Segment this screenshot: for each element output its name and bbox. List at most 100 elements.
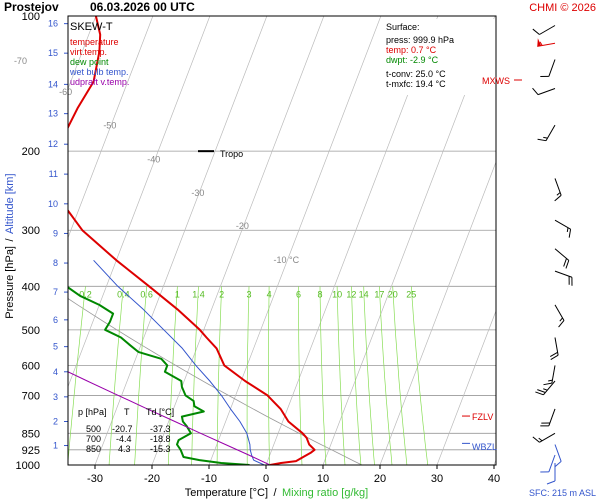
y-axis-title-group: Pressure [hPa] / Altitude [km] — [4, 173, 16, 318]
x-tick-label: 10 — [317, 473, 329, 485]
mixing-ratio-line — [298, 286, 303, 465]
wind-barb-half — [559, 317, 563, 322]
mixing-ratio-line — [168, 286, 178, 465]
altitude-tick-label: 4 — [53, 367, 58, 377]
surface-tconv: t-conv: 25.0 °C — [386, 69, 446, 79]
wind-barb-staff — [537, 88, 556, 96]
table-cell: -4.4 — [116, 434, 132, 444]
pressure-tick-label: 300 — [22, 225, 40, 237]
wind-barb-full — [537, 389, 546, 393]
wind-barb-full — [537, 138, 547, 142]
x-axis-title-separator: / — [273, 487, 277, 499]
wind-barb-staff — [554, 178, 562, 196]
series-line-dew-point — [68, 286, 250, 465]
wind-barb-full — [554, 461, 562, 468]
legend-updraft: udpraft v.temp. — [70, 77, 129, 87]
mixing-ratio-line — [191, 286, 199, 465]
datetime: 06.03.2026 00 UTC — [90, 0, 195, 14]
plot-frame — [67, 15, 497, 466]
y-axis-title-separator: / — [4, 238, 16, 242]
wind-barb — [549, 337, 559, 361]
wind-barb — [540, 454, 556, 473]
isotherm-line — [68, 16, 211, 388]
mixing-ratio-label: 8 — [318, 289, 323, 299]
wind-barb — [532, 87, 556, 96]
mixing-ratio-label: 17 — [374, 289, 384, 299]
pressure-tick-label: 100 — [22, 11, 40, 23]
wind-barb-full — [532, 87, 539, 95]
surface-tmxfc: t-mxfc: 19.4 °C — [386, 79, 446, 89]
mixing-ratio-label: 2 — [219, 289, 224, 299]
wind-barb — [537, 38, 556, 47]
wind-barb — [554, 270, 573, 286]
mixing-ratio-line — [216, 286, 223, 465]
wind-barb-full — [532, 28, 540, 35]
x-axis-title: Temperature [°C] — [185, 487, 268, 499]
wind-barb-staff — [554, 248, 570, 261]
x-tick-label: -30 — [87, 473, 103, 485]
axes: 1002003004005006007008509251000123456789… — [16, 11, 501, 485]
altitude-tick-label: 5 — [53, 342, 58, 352]
series-line-udpraft-v-temp- — [68, 371, 271, 465]
credit: CHMI © 2026 — [529, 2, 596, 14]
pressure-tick-label: 700 — [22, 390, 40, 402]
wind-barb — [532, 432, 556, 443]
pressure-tick-label: 850 — [22, 428, 40, 440]
surface-box — [382, 19, 494, 95]
table-cell: 500 — [86, 424, 101, 434]
level-markers — [198, 79, 522, 444]
tropo-label: Tropo — [220, 149, 243, 159]
wind-barb-half — [556, 192, 561, 196]
altitude-tick-label: 10 — [48, 199, 58, 209]
wbzl-label: WBZL — [472, 442, 497, 452]
altitude-tick-label: 1 — [53, 441, 58, 451]
mixing-ratio-label: 1 — [175, 289, 180, 299]
surface-title: Surface: — [386, 22, 420, 32]
wind-barb-staff — [548, 59, 556, 77]
wind-barb — [554, 248, 570, 269]
altitude-tick-label: 7 — [53, 287, 58, 297]
isotherm-label: -40 — [147, 155, 160, 165]
altitude-tick-label: 16 — [48, 19, 58, 29]
isotherm-label: -20 — [236, 221, 249, 231]
wind-barb — [540, 408, 556, 427]
fzlv-label: FZLV — [472, 412, 493, 422]
wind-barb — [546, 463, 556, 485]
mixing-ratio-label: 6 — [296, 289, 301, 299]
mixing-ratio-lines — [68, 286, 429, 465]
dry-adiabat-line — [68, 298, 363, 465]
wind-barb-staff — [537, 42, 556, 47]
wind-barb-full — [565, 260, 570, 269]
wind-barb-half — [538, 437, 543, 442]
series-line-wet-bulb-temp- — [93, 259, 265, 465]
mixing-ratio-line — [410, 286, 429, 465]
isotherm-label: -60 — [59, 87, 72, 97]
wind-barb-full — [540, 471, 549, 473]
mixing-ratio-label: 20 — [388, 289, 398, 299]
wind-barb-full — [543, 382, 552, 386]
isotherm-line — [379, 160, 496, 465]
mxws-label: MXWS — [482, 76, 510, 86]
isotherm-label: -70 — [14, 56, 27, 66]
pressure-tick-label: 1000 — [16, 460, 40, 472]
mixing-ratio-label: 3 — [247, 289, 252, 299]
wind-barb-staff — [554, 337, 559, 356]
isotherm-line — [436, 309, 496, 465]
wind-barb-full — [541, 422, 550, 424]
altitude-tick-label: 13 — [48, 109, 58, 119]
surface-press: press: 999.9 hPa — [386, 35, 454, 45]
wind-barb-staff — [539, 432, 556, 443]
table-cell: -20.7 — [112, 424, 133, 434]
wind-barb-full — [535, 391, 544, 396]
wind-barb-full — [549, 351, 558, 358]
pressure-tick-label: 600 — [22, 360, 40, 372]
altitude-tick-label: 2 — [53, 416, 58, 426]
x-tick-label: -20 — [144, 473, 160, 485]
altitude-tick-label: 15 — [48, 48, 58, 58]
pressure-tick-label: 400 — [22, 281, 40, 293]
x-tick-label: 20 — [374, 473, 386, 485]
mixing-ratio-label: 12 — [346, 289, 356, 299]
mixing-ratio-line — [363, 286, 375, 465]
